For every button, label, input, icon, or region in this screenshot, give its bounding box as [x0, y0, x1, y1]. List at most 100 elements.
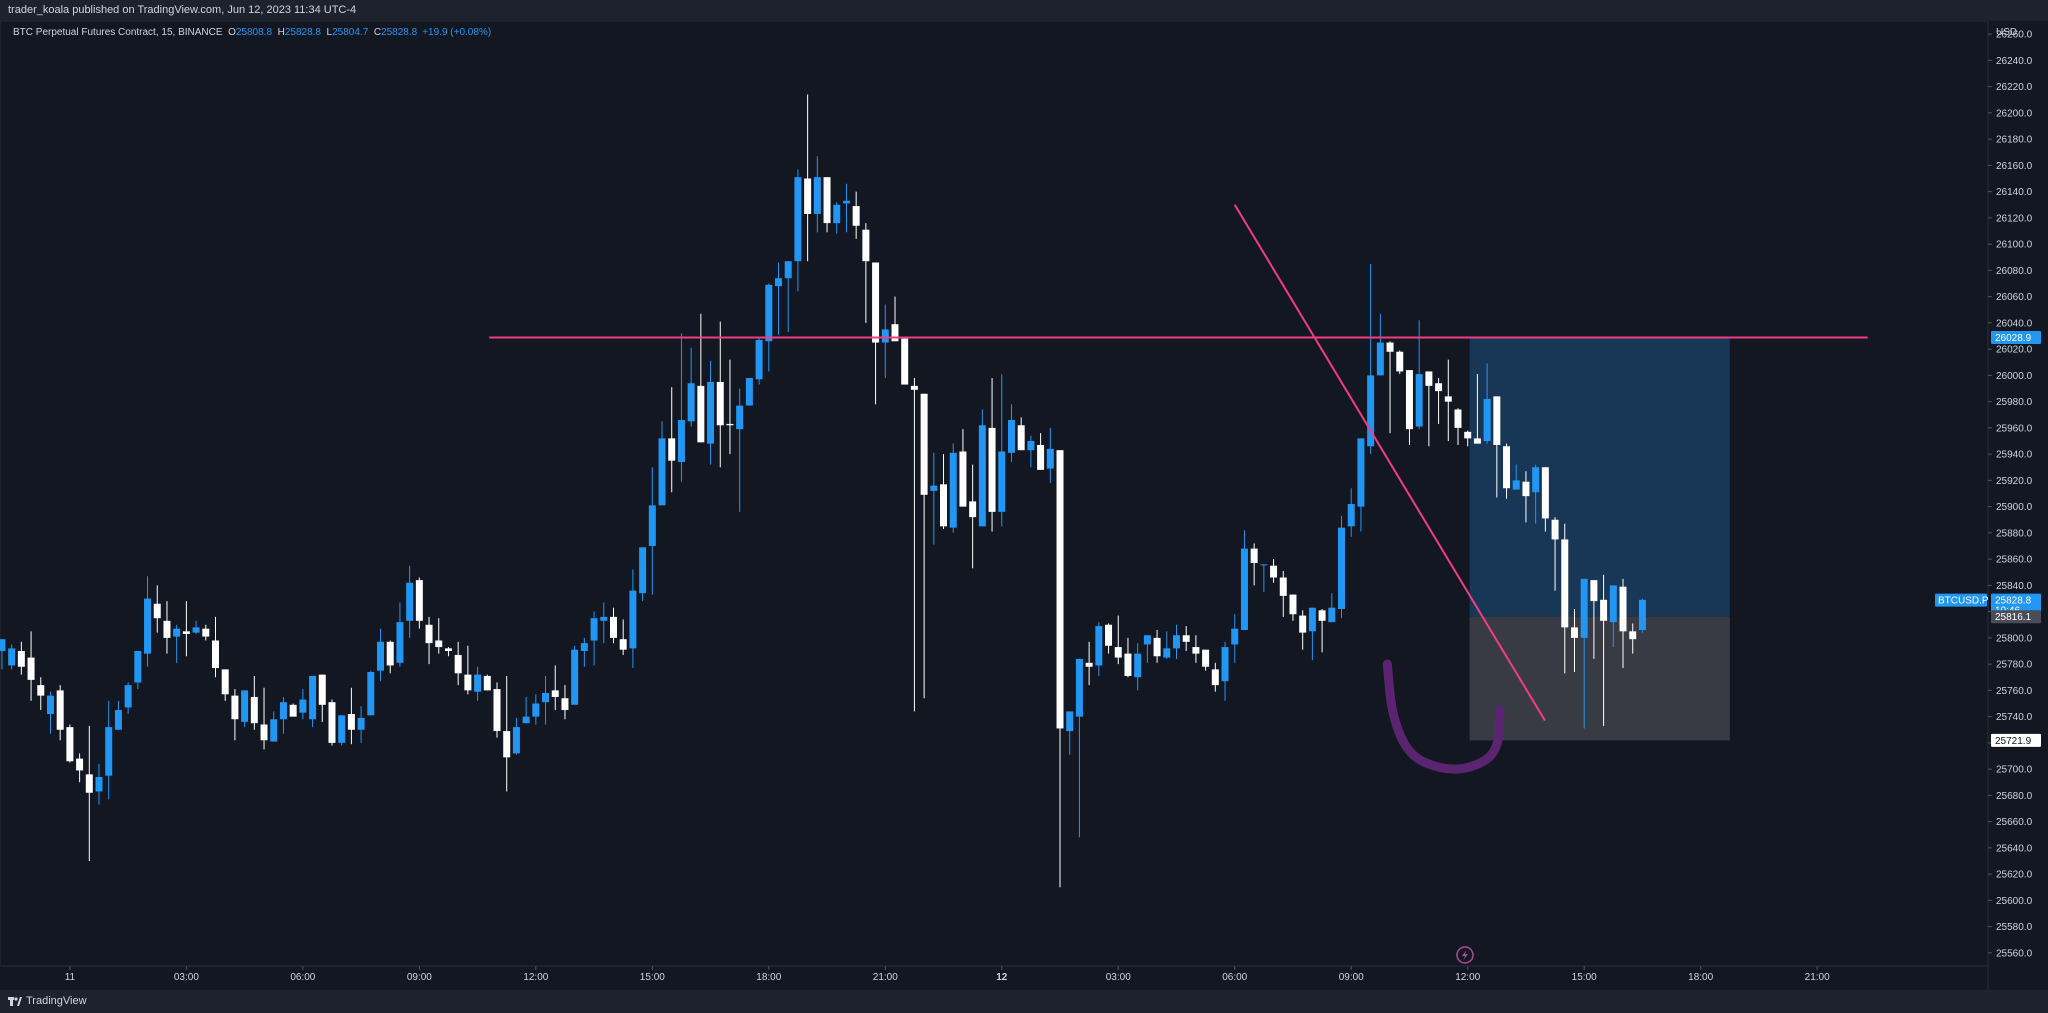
candle-body: [561, 698, 569, 711]
candle-body: [105, 727, 113, 776]
candle-body: [1066, 711, 1074, 732]
price-tick-label: 26020.0: [1996, 345, 2033, 356]
candle-body: [600, 616, 608, 621]
candle-body: [1007, 420, 1015, 453]
price-label-badge: [1991, 610, 2041, 624]
candle-body: [124, 685, 132, 708]
lightning-icon: [1456, 946, 1474, 964]
candle-body: [1134, 653, 1142, 678]
price-label-text: 25816.1: [1995, 612, 2032, 623]
candle-body: [959, 451, 967, 507]
open-label: O: [228, 27, 236, 38]
candle-body: [37, 685, 45, 696]
candle-body: [580, 643, 588, 651]
lightning-icon-bolt: [1461, 950, 1468, 960]
candle-body: [1221, 647, 1229, 682]
price-tick-label: 25920.0: [1996, 476, 2033, 487]
candle-body: [76, 758, 84, 771]
price-tick-label: 26040.0: [1996, 318, 2033, 329]
candle-body: [532, 703, 540, 717]
candle-body: [0, 639, 6, 651]
candle-body: [998, 451, 1006, 512]
candle-body: [1338, 527, 1346, 609]
candle-body: [357, 717, 365, 730]
time-tick-label: 09:00: [1339, 972, 1364, 983]
candle-body: [1493, 396, 1501, 445]
candle-body: [571, 649, 579, 705]
candle-body: [648, 505, 656, 546]
candle-body: [1464, 431, 1472, 439]
candle-body: [377, 641, 385, 671]
candle-body: [27, 657, 35, 680]
candle-body: [619, 639, 627, 650]
low-label: L: [326, 27, 333, 38]
time-tick-label: 15:00: [1572, 972, 1597, 983]
symbol-description[interactable]: BTC Perpetual Futures Contract, 15, BINA…: [13, 27, 223, 38]
candle-body: [114, 710, 122, 730]
candle-body: [784, 261, 792, 279]
price-tick-label: 25700.0: [1996, 765, 2033, 776]
candle-body: [833, 204, 841, 224]
close-label: C: [373, 27, 382, 38]
time-tick-label: 12:00: [523, 972, 548, 983]
candle-body: [338, 715, 346, 743]
candle-body: [493, 689, 501, 732]
candle-body: [872, 262, 880, 343]
price-tick-label: 25860.0: [1996, 555, 2033, 566]
candle-body: [1425, 371, 1433, 386]
candle-body: [1153, 637, 1161, 657]
candle-body: [1172, 635, 1180, 649]
freehand-drawing: [1382, 659, 1505, 774]
high-label: H: [277, 27, 285, 38]
price-tick-label: 25880.0: [1996, 528, 2033, 539]
candle-body: [881, 329, 889, 343]
candle-body: [609, 616, 617, 638]
candle-body: [775, 278, 782, 287]
currency-label: USD: [1996, 27, 2017, 38]
price-tick-label: 25760.0: [1996, 686, 2033, 697]
candle-body: [1619, 586, 1627, 632]
candle-body: [1270, 565, 1278, 578]
candle-body: [503, 731, 511, 758]
tradingview-logo[interactable]: TradingView: [8, 996, 87, 1007]
candle-body: [1328, 607, 1336, 623]
time-tick-label: 06:00: [290, 972, 315, 983]
candle-body: [1503, 446, 1511, 489]
candle-body: [1405, 370, 1413, 430]
candle-body: [901, 338, 909, 385]
candle-body: [551, 690, 559, 697]
candle-body: [231, 695, 239, 720]
candle-body: [367, 672, 375, 716]
candle-body: [85, 774, 93, 793]
price-tick-label: 25740.0: [1996, 712, 2033, 723]
time-tick-label: 21:00: [1805, 972, 1830, 983]
candle-body: [1376, 342, 1384, 376]
price-axis-bg: [1988, 21, 2048, 990]
candle-body: [347, 714, 355, 730]
candle-body: [862, 229, 870, 262]
candle-body: [153, 603, 161, 619]
candle-body: [328, 702, 336, 743]
candle-body: [1512, 480, 1520, 490]
candle-body: [1609, 585, 1617, 623]
candle-body: [454, 654, 462, 674]
price-tick-label: 26080.0: [1996, 266, 2033, 277]
time-tick-label: 12:00: [1455, 972, 1480, 983]
candle-body: [279, 702, 287, 720]
chart-legend: BTC Perpetual Futures Contract, 15, BINA…: [13, 27, 491, 38]
candle-body: [1095, 626, 1103, 666]
candle-body: [1415, 374, 1423, 427]
price-tick-label: 25640.0: [1996, 843, 2033, 854]
candle-body: [425, 624, 433, 644]
candle-body: [56, 690, 64, 730]
candle-body: [1551, 519, 1559, 540]
price-tick-label: 25560.0: [1996, 948, 2033, 959]
candle-body: [309, 675, 317, 720]
price-tick-label: 26100.0: [1996, 240, 2033, 251]
time-tick-label: 09:00: [407, 972, 432, 983]
candle-body: [221, 669, 229, 695]
target-zone: [1469, 337, 1730, 617]
candle-body: [270, 719, 278, 742]
candle-body: [435, 640, 443, 648]
